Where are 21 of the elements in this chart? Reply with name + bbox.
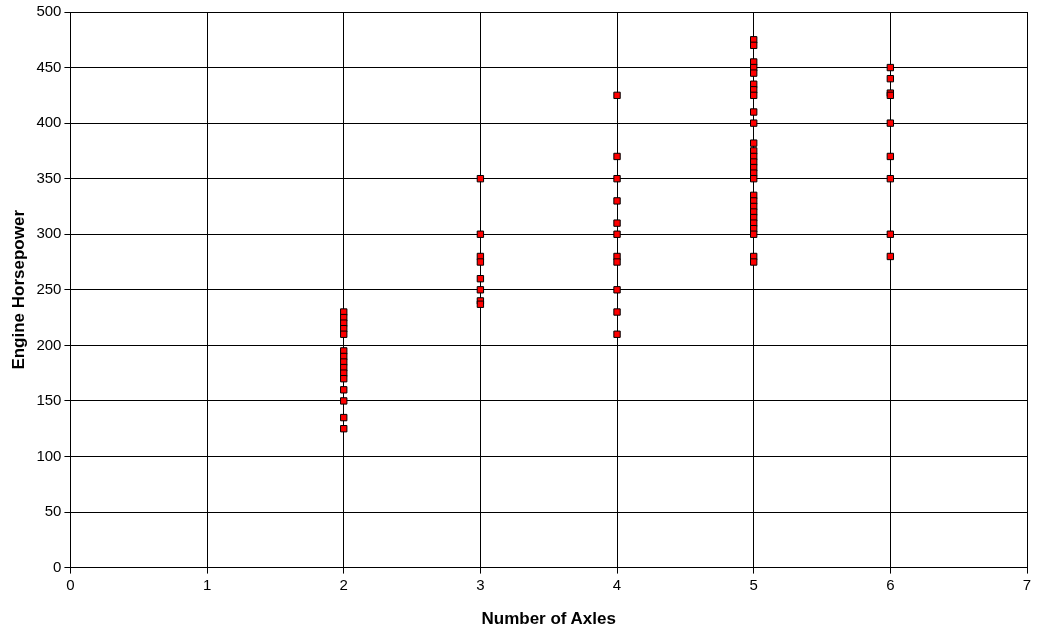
y-tick-label: 400 bbox=[36, 113, 62, 131]
x-axis-title: Number of Axles bbox=[481, 609, 616, 629]
y-tick-label: 500 bbox=[36, 2, 62, 20]
x-tick-label: 1 bbox=[202, 575, 212, 593]
x-tick-label: 2 bbox=[339, 575, 348, 593]
y-axis-title: Engine Horsepower bbox=[8, 209, 28, 370]
x-tick-label: 0 bbox=[66, 575, 75, 593]
y-tick-label: 300 bbox=[36, 224, 62, 242]
x-tick-label: 3 bbox=[476, 575, 485, 593]
y-tick-label: 350 bbox=[36, 168, 62, 186]
x-tick-label: 7 bbox=[1022, 575, 1032, 593]
y-tick-label: 250 bbox=[36, 279, 62, 297]
y-tick-label: 150 bbox=[36, 391, 62, 409]
y-tick-label: 100 bbox=[36, 446, 62, 464]
y-tick-label: 50 bbox=[44, 502, 62, 520]
y-tick-label: 450 bbox=[36, 57, 62, 75]
x-tick-label: 5 bbox=[749, 575, 758, 593]
y-tick-label: 200 bbox=[36, 335, 62, 353]
y-tick-label: 0 bbox=[53, 557, 62, 575]
x-tick-label: 6 bbox=[886, 575, 895, 593]
x-tick-label: 4 bbox=[612, 575, 622, 593]
